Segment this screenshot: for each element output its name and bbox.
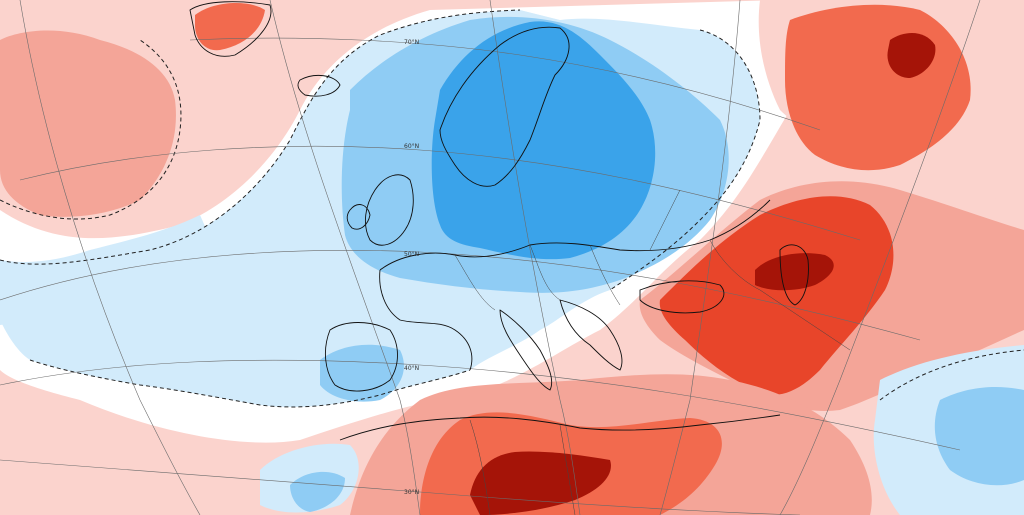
lat-label-30: 30°N xyxy=(404,489,419,496)
coast-scandinavia xyxy=(439,26,570,187)
meridian-2 xyxy=(269,0,421,515)
zero-contour-north xyxy=(0,9,521,265)
border-line-5 xyxy=(709,239,761,291)
coast-british-isles xyxy=(364,174,414,246)
graticule xyxy=(0,0,981,515)
warm-extreme-southeast xyxy=(755,253,834,291)
border-line-3 xyxy=(589,244,621,306)
border-line-2 xyxy=(529,244,561,301)
latitude-line-60 xyxy=(19,145,861,241)
coast-ireland xyxy=(346,204,371,230)
latitude-line-50 xyxy=(0,250,921,341)
cold-strong-region xyxy=(431,21,656,260)
coast-greenland xyxy=(189,1,272,57)
lat-label-40: 40°N xyxy=(404,365,419,372)
cold-mid-southeast xyxy=(934,387,1024,486)
border-line-1 xyxy=(454,254,496,311)
coast-black-sea xyxy=(639,280,725,314)
cold-light-atlantic xyxy=(0,215,220,325)
border-line-4 xyxy=(649,189,681,251)
lat-label-70: 70°N xyxy=(404,39,419,46)
coastlines xyxy=(189,1,809,441)
border-line-8 xyxy=(559,424,576,515)
meridian-1 xyxy=(19,0,201,515)
meridian-5 xyxy=(779,0,981,515)
cold-mid-iberia xyxy=(320,344,404,402)
lat-label-50: 50°N xyxy=(404,251,419,258)
meridian-4 xyxy=(659,0,741,515)
coast-europe-mainland xyxy=(324,199,771,392)
warm-extreme-east xyxy=(887,33,936,78)
latitude-line-70 xyxy=(189,37,821,131)
coast-balkans xyxy=(559,299,623,371)
zero-contour-south xyxy=(29,359,471,408)
border-line-7 xyxy=(469,419,491,515)
warm-extreme-south xyxy=(470,451,611,515)
coast-italy xyxy=(499,309,553,391)
latitude-line-40 xyxy=(0,359,961,451)
warm-mid-northwest xyxy=(0,30,176,217)
border-line-6 xyxy=(759,289,851,351)
coast-north-africa xyxy=(339,414,781,441)
meridian-3 xyxy=(489,0,581,515)
country-borders xyxy=(454,189,851,515)
coast-caspian xyxy=(779,244,809,306)
cold-mid-southwest xyxy=(290,471,345,512)
warm-strong-greenland xyxy=(195,3,265,51)
zero-contour-southeast xyxy=(879,349,1024,401)
zero-contour-east xyxy=(609,29,761,291)
warm-stronger-southeast xyxy=(659,196,894,395)
zero-contour-northwest xyxy=(0,39,182,220)
coast-iceland xyxy=(297,74,341,97)
lat-label-60: 60°N xyxy=(404,143,419,150)
